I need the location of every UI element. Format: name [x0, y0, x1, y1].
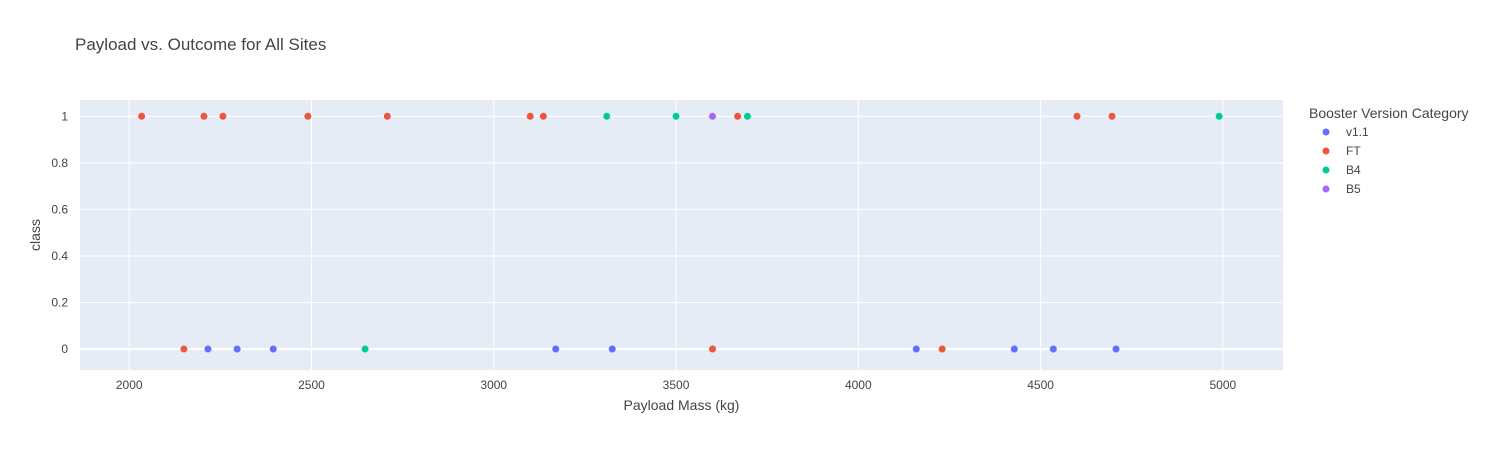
- data-point[interactable]: [539, 112, 547, 120]
- y-axis-label: class: [27, 219, 43, 251]
- data-points: [138, 112, 1223, 353]
- legend-item[interactable]: B4: [1322, 163, 1362, 177]
- legend-item[interactable]: B5: [1322, 182, 1362, 196]
- legend-label: B4: [1346, 163, 1361, 177]
- data-point[interactable]: [383, 112, 391, 120]
- x-tick-label: 3000: [480, 378, 507, 392]
- x-axis-label: Payload Mass (kg): [624, 397, 740, 413]
- y-tick-label: 1: [61, 109, 68, 123]
- data-point[interactable]: [1108, 112, 1116, 120]
- data-point[interactable]: [233, 345, 241, 353]
- series-FT: [138, 112, 1116, 353]
- data-point[interactable]: [912, 345, 920, 353]
- plot-area: [80, 100, 1283, 370]
- data-point[interactable]: [608, 345, 616, 353]
- legend-title: Booster Version Category: [1309, 105, 1469, 121]
- data-point[interactable]: [204, 345, 212, 353]
- data-point[interactable]: [734, 112, 742, 120]
- series-v1-1: [204, 345, 1120, 353]
- y-tick-label: 0.4: [51, 249, 68, 263]
- series-B5: [708, 112, 716, 120]
- legend-marker: [1322, 128, 1330, 136]
- y-tick-label: 0: [61, 342, 68, 356]
- y-tick-label: 0.2: [51, 296, 68, 310]
- data-point[interactable]: [708, 345, 716, 353]
- legend[interactable]: Booster Version Category v1.1 FT B4 B5: [1309, 105, 1469, 196]
- x-tick-label: 2500: [298, 378, 325, 392]
- data-point[interactable]: [1049, 345, 1057, 353]
- data-point[interactable]: [219, 112, 227, 120]
- data-point[interactable]: [304, 112, 312, 120]
- series-B4: [361, 112, 1223, 353]
- tick-labels: 2000 2500 3000 3500 4000 4500 5000 0 0.2 0.4 0.6 0.…: [51, 109, 1236, 392]
- data-point[interactable]: [938, 345, 946, 353]
- legend-item[interactable]: FT: [1322, 144, 1362, 158]
- legend-label: B5: [1346, 182, 1361, 196]
- x-tick-label: 4000: [845, 378, 872, 392]
- data-point[interactable]: [708, 112, 716, 120]
- data-point[interactable]: [672, 112, 680, 120]
- x-tick-label: 2000: [116, 378, 143, 392]
- chart-title: Payload vs. Outcome for All Sites: [75, 35, 326, 54]
- data-point[interactable]: [552, 345, 560, 353]
- data-point[interactable]: [200, 112, 208, 120]
- grid-lines: [80, 100, 1283, 370]
- data-point[interactable]: [603, 112, 611, 120]
- legend-marker: [1322, 185, 1330, 193]
- data-point[interactable]: [1010, 345, 1018, 353]
- data-point[interactable]: [361, 345, 369, 353]
- x-tick-label: 3500: [663, 378, 690, 392]
- data-point[interactable]: [1112, 345, 1120, 353]
- x-tick-label: 5000: [1209, 378, 1236, 392]
- data-point[interactable]: [138, 112, 146, 120]
- legend-label: v1.1: [1346, 125, 1369, 139]
- legend-item[interactable]: v1.1: [1322, 125, 1370, 139]
- data-point[interactable]: [1073, 112, 1081, 120]
- x-tick-label: 4500: [1027, 378, 1054, 392]
- data-point[interactable]: [269, 345, 277, 353]
- legend-label: FT: [1346, 144, 1361, 158]
- data-point[interactable]: [1215, 112, 1223, 120]
- y-tick-label: 0.8: [51, 156, 68, 170]
- legend-marker: [1322, 147, 1330, 155]
- legend-marker: [1322, 166, 1330, 174]
- data-point[interactable]: [180, 345, 188, 353]
- data-point[interactable]: [526, 112, 534, 120]
- y-tick-label: 0.6: [51, 202, 68, 216]
- data-point[interactable]: [743, 112, 751, 120]
